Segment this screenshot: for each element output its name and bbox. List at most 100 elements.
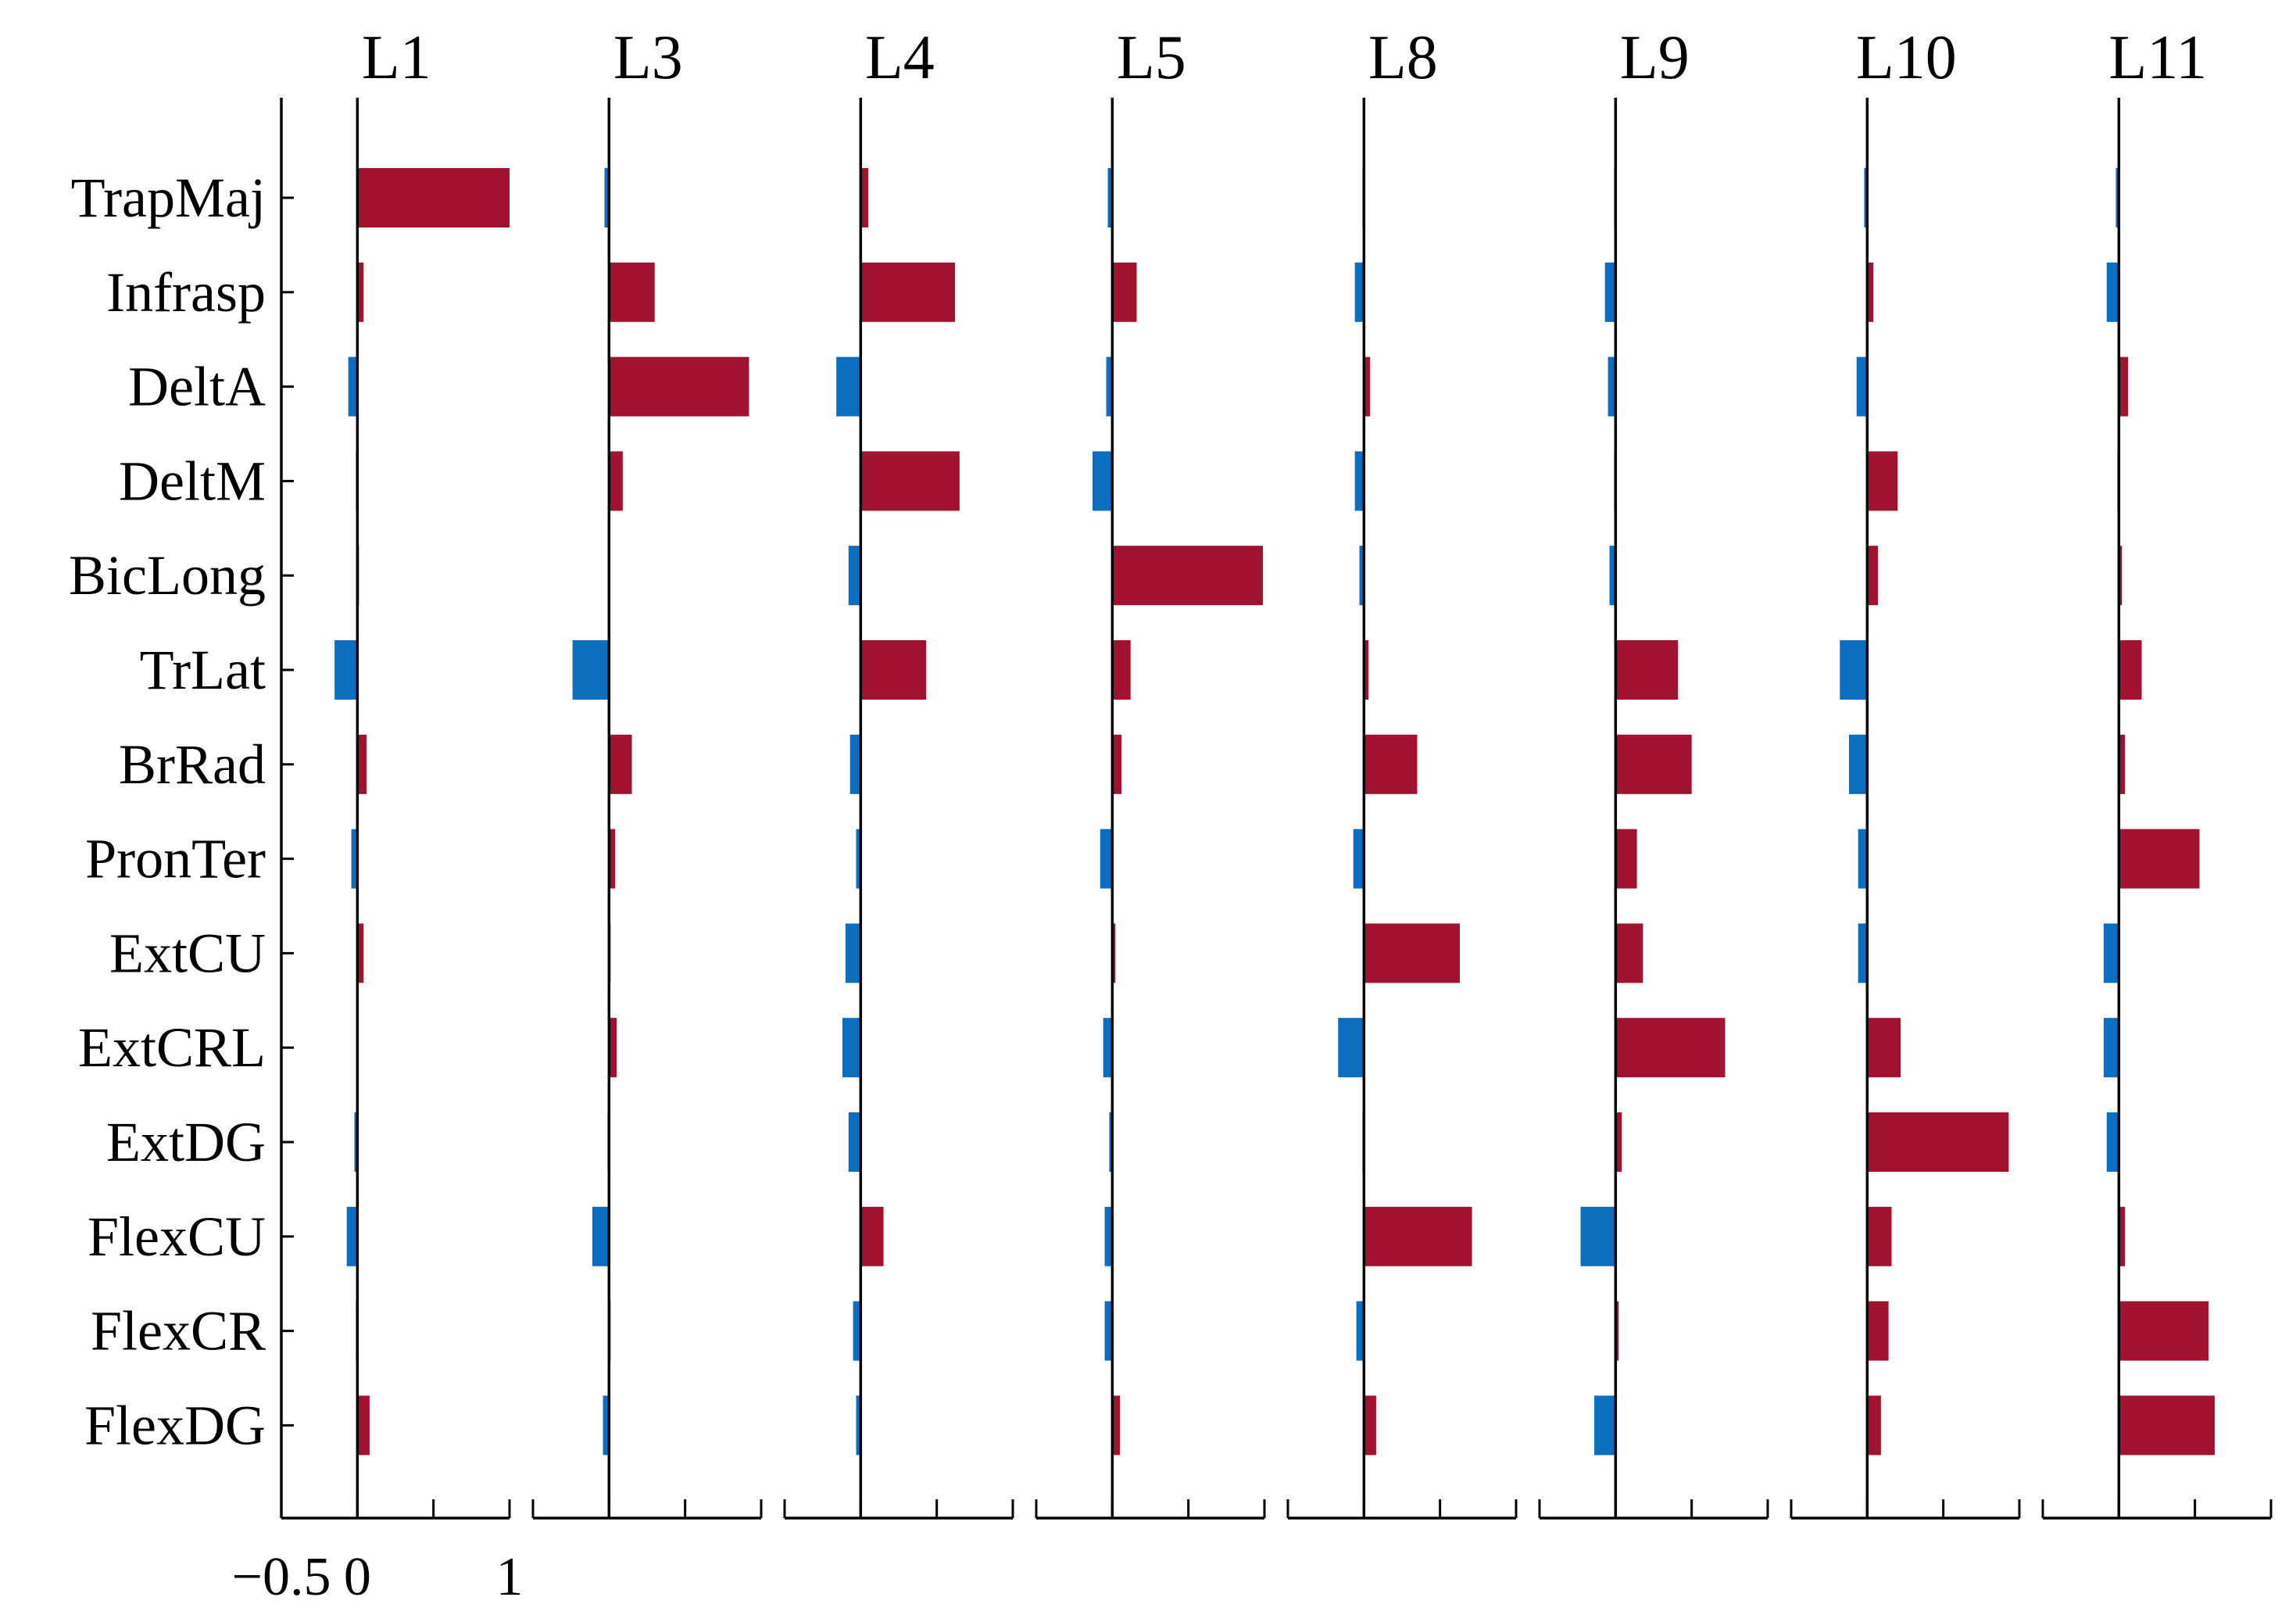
bar (2106, 1112, 2119, 1172)
bar (860, 640, 927, 700)
bar (1112, 1395, 1121, 1456)
bar (1112, 262, 1137, 322)
bar (1338, 1018, 1364, 1078)
bar (1615, 1112, 1622, 1172)
bar (1112, 734, 1122, 794)
bar (357, 1395, 370, 1456)
bar (1615, 640, 1679, 700)
bar (334, 640, 358, 700)
category-label: ExtCU (109, 922, 266, 984)
category-label: PronTer (85, 828, 266, 890)
bar (351, 829, 358, 889)
bar (1354, 451, 1364, 511)
bar (849, 734, 861, 794)
bar (1112, 640, 1131, 700)
category-label: ExtCRL (78, 1016, 266, 1079)
bar (1106, 356, 1113, 417)
bar (1356, 1301, 1364, 1361)
bar (1100, 829, 1113, 889)
x-tick-label: 0 (344, 1547, 371, 1607)
bar (1848, 734, 1868, 794)
bar (1104, 1206, 1113, 1266)
bar (609, 356, 749, 417)
bar (860, 262, 956, 322)
bar (1615, 829, 1637, 889)
bar (848, 546, 861, 606)
bar (1608, 356, 1616, 417)
bar (1867, 1018, 1901, 1078)
x-tick-label: −0.5 (232, 1547, 331, 1607)
category-label: Infrasp (106, 261, 266, 324)
bar (2103, 1018, 2119, 1078)
bar (2119, 1206, 2126, 1266)
bar (1364, 923, 1460, 983)
bar (346, 1206, 358, 1266)
category-label: FlexCU (88, 1205, 266, 1268)
bar (357, 923, 364, 983)
bar (2103, 923, 2119, 983)
category-label: DeltM (119, 449, 266, 512)
bar (1112, 923, 1116, 983)
category-label: FlexCR (91, 1300, 266, 1363)
bar (2119, 734, 2126, 794)
bar (1615, 734, 1692, 794)
bar (2119, 640, 2142, 700)
panel-title: L9 (1620, 23, 1690, 92)
bar (572, 640, 610, 700)
panel-title: L4 (865, 23, 935, 92)
bar (2119, 356, 2129, 417)
bar (2119, 829, 2200, 889)
x-tick-label: 1 (496, 1547, 524, 1607)
bar (2119, 1301, 2209, 1361)
panel-title: L3 (613, 23, 683, 92)
bar (1107, 168, 1113, 227)
bar (592, 1206, 610, 1266)
bar (856, 829, 861, 889)
bar (1867, 1395, 1881, 1456)
bar (1364, 734, 1418, 794)
bar (1364, 1206, 1472, 1266)
panel-title: L10 (1856, 23, 1957, 92)
bar (845, 923, 861, 983)
bar (1856, 356, 1868, 417)
category-label: TrapMaj (71, 167, 266, 229)
bar (609, 734, 632, 794)
bar (860, 451, 960, 511)
bar (1364, 356, 1371, 417)
bar (860, 168, 869, 227)
category-label: BrRad (119, 733, 266, 796)
category-label: BicLong (69, 544, 266, 607)
bar (1364, 1395, 1376, 1456)
bar (1109, 1112, 1113, 1172)
bar (853, 1301, 861, 1361)
bar (1858, 923, 1868, 983)
category-label: TrLat (140, 639, 266, 701)
bar (1867, 262, 1874, 322)
bar (836, 356, 861, 417)
bar (357, 262, 364, 322)
bar (1093, 451, 1113, 511)
bar (1103, 1018, 1113, 1078)
bar (1615, 1018, 1726, 1078)
category-label: FlexDG (84, 1394, 266, 1456)
bar (357, 168, 510, 227)
bar (1580, 1206, 1616, 1266)
bar (1594, 1395, 1616, 1456)
bar (1615, 923, 1643, 983)
bar (1864, 168, 1868, 227)
bar (860, 1206, 884, 1266)
bar (1609, 546, 1616, 606)
bar (1867, 546, 1878, 606)
bar (348, 356, 358, 417)
bar (357, 734, 367, 794)
bar (1354, 262, 1364, 322)
bar (1867, 1206, 1892, 1266)
bar (609, 262, 655, 322)
bar (1359, 546, 1364, 606)
bar (2106, 262, 2119, 322)
panel-title: L5 (1117, 23, 1186, 92)
bar (609, 829, 616, 889)
bar (609, 1018, 617, 1078)
bar (848, 1112, 861, 1172)
